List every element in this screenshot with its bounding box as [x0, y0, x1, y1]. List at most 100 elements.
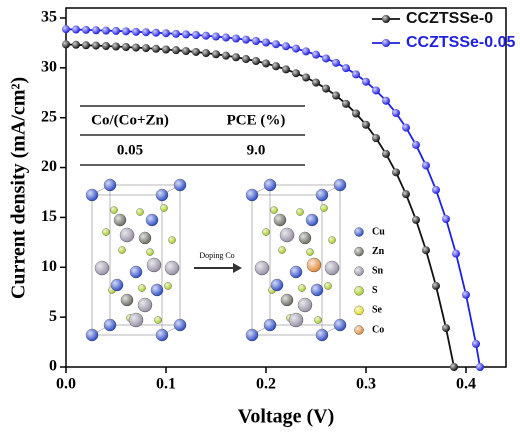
- atom-label: S: [372, 285, 378, 296]
- atom-shine: [270, 206, 278, 214]
- y-tick-label: 5: [49, 308, 57, 325]
- atom-shine: [299, 232, 311, 244]
- x-tick-label: 0.2: [256, 376, 276, 393]
- atom-shine: [118, 246, 126, 254]
- y-tick-label: 25: [41, 108, 57, 125]
- marker-shine: [62, 40, 70, 49]
- marker-shine: [222, 33, 230, 42]
- atom-shine: [306, 214, 318, 226]
- marker-shine: [202, 31, 210, 40]
- atom-shine: [354, 305, 364, 315]
- marker-shine: [262, 59, 270, 68]
- atom-shine: [104, 179, 116, 191]
- cell-box: [251, 194, 323, 336]
- marker-shine: [252, 57, 260, 66]
- marker-shine: [62, 25, 70, 34]
- arrow-label: Doping Co: [199, 251, 234, 260]
- atom-shine: [290, 266, 302, 278]
- atom-shine: [138, 284, 146, 292]
- marker-shine: [102, 41, 110, 50]
- x-tick-label: 0.3: [356, 376, 376, 393]
- atom-shine: [86, 189, 98, 201]
- marker-shine: [392, 109, 400, 118]
- atom-shine: [120, 228, 134, 242]
- atom-shine: [255, 261, 269, 275]
- atom-shine: [325, 261, 339, 275]
- marker-shine: [422, 161, 430, 170]
- atom-shine: [111, 279, 123, 291]
- marker-shine: [112, 42, 120, 51]
- marker-shine: [252, 37, 260, 46]
- atom-shine: [280, 228, 294, 242]
- marker-shine: [462, 290, 470, 299]
- table-header: Co/(Co+Zn): [91, 112, 169, 128]
- atom-shine: [354, 227, 364, 237]
- marker-shine: [242, 55, 250, 64]
- atom-shine: [354, 247, 364, 257]
- atom-shine: [264, 319, 276, 331]
- atom-shine: [307, 258, 321, 272]
- marker-shine: [212, 50, 220, 59]
- atom-shine: [298, 298, 312, 312]
- atom-shine: [262, 228, 270, 236]
- cell-box: [269, 184, 341, 326]
- marker-shine: [272, 40, 280, 49]
- marker-shine: [302, 73, 310, 82]
- marker-shine: [132, 27, 140, 36]
- marker-shine: [382, 149, 390, 158]
- atom-shine: [154, 316, 162, 324]
- table-cell: 9.0: [247, 142, 266, 158]
- atom-shine: [156, 329, 168, 341]
- atom-shine: [86, 329, 98, 341]
- marker-shine: [172, 29, 180, 38]
- atom-shine: [316, 189, 328, 201]
- atom-shine: [114, 214, 126, 226]
- marker-shine: [232, 34, 240, 43]
- marker-shine: [342, 99, 350, 108]
- marker-shine: [242, 35, 250, 44]
- marker-shine: [432, 185, 440, 194]
- legend-label: CCZTSSe-0.05: [406, 34, 515, 51]
- marker-shine: [182, 47, 190, 56]
- y-tick-label: 30: [41, 59, 57, 76]
- marker-shine: [342, 64, 350, 73]
- atom-shine: [264, 179, 276, 191]
- atom-label: Cu: [372, 226, 385, 237]
- marker-shine: [72, 40, 80, 49]
- marker-shine: [162, 45, 170, 54]
- marker-shine: [402, 190, 410, 199]
- x-axis-label: Voltage (V): [238, 406, 334, 428]
- atom-shine: [314, 316, 322, 324]
- marker-shine: [72, 25, 80, 34]
- legend-shine: [382, 15, 390, 23]
- marker-shine: [172, 46, 180, 55]
- atom-shine: [121, 294, 133, 306]
- marker-shine: [232, 53, 240, 62]
- atom-shine: [278, 246, 286, 254]
- marker-shine: [152, 44, 160, 53]
- atom-shine: [334, 319, 346, 331]
- atom-shine: [354, 286, 364, 296]
- y-tick-label: 20: [41, 158, 57, 175]
- table-cell: 0.05: [117, 142, 143, 158]
- marker-shine: [412, 140, 420, 149]
- y-tick-label: 0: [49, 358, 57, 375]
- marker-shine: [272, 62, 280, 71]
- marker-shine: [82, 41, 90, 50]
- inset: Co/(Co+Zn) PCE (%) 0.05 9.0 Doping Co Cu…: [80, 105, 385, 342]
- atom-shine: [354, 325, 364, 335]
- marker-shine: [222, 51, 230, 60]
- marker-shine: [362, 77, 370, 86]
- atom-shine: [110, 206, 118, 214]
- marker-shine: [282, 65, 290, 74]
- series-line: [65, 43, 455, 368]
- marker-shine: [362, 120, 370, 129]
- atom-shine: [311, 284, 323, 296]
- marker-shine: [332, 91, 340, 100]
- marker-shine: [476, 363, 484, 371]
- marker-shine: [312, 78, 320, 87]
- atom-shine: [320, 204, 328, 212]
- atom-shine: [246, 329, 258, 341]
- marker-shine: [202, 49, 210, 58]
